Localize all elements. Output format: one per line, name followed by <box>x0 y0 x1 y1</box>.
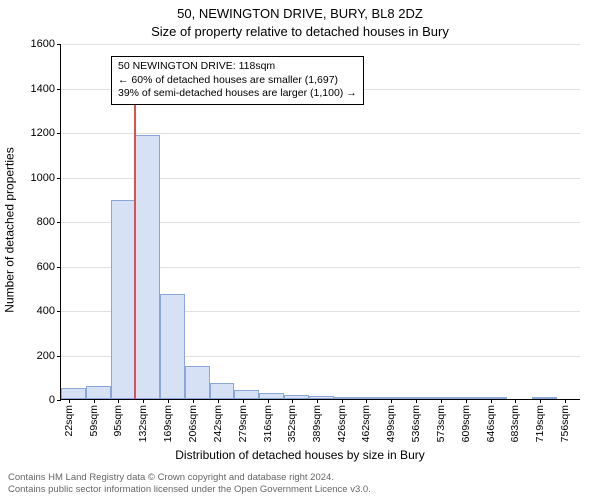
xtick-label: 59sqm <box>88 399 100 437</box>
annotation-line2: ← 60% of detached houses are smaller (1,… <box>118 74 357 88</box>
xtick-label: 169sqm <box>162 399 174 442</box>
histogram-bar <box>160 294 185 399</box>
xtick-label: 536sqm <box>410 399 422 442</box>
page-title-line2: Size of property relative to detached ho… <box>0 24 600 39</box>
xtick-label: 683sqm <box>509 399 521 442</box>
xtick-label: 499sqm <box>385 399 397 442</box>
footer-line1: Contains HM Land Registry data © Crown c… <box>8 472 592 484</box>
plot-area: 0200400600800100012001400160022sqm59sqm9… <box>60 44 580 400</box>
ytick-label: 400 <box>37 305 61 317</box>
ytick-label: 200 <box>37 350 61 362</box>
ytick-label: 600 <box>37 261 61 273</box>
histogram-bar <box>185 366 210 399</box>
xtick-label: 389sqm <box>311 399 323 442</box>
xtick-label: 95sqm <box>112 399 124 437</box>
property-size-marker <box>134 88 136 400</box>
xtick-label: 352sqm <box>286 399 298 442</box>
histogram-bar <box>210 383 235 399</box>
page-title-line1: 50, NEWINGTON DRIVE, BURY, BL8 2DZ <box>0 6 600 21</box>
histogram-bar <box>135 135 160 399</box>
xtick-label: 719sqm <box>534 399 546 442</box>
gridline <box>61 44 580 45</box>
xtick-label: 22sqm <box>63 399 75 437</box>
ytick-label: 1600 <box>31 38 61 50</box>
ytick-label: 1200 <box>31 127 61 139</box>
xtick-label: 609sqm <box>460 399 472 442</box>
histogram-bar <box>61 388 86 399</box>
chart-container: 50, NEWINGTON DRIVE, BURY, BL8 2DZ Size … <box>0 0 600 500</box>
xtick-label: 426sqm <box>336 399 348 442</box>
xtick-label: 646sqm <box>485 399 497 442</box>
xtick-label: 756sqm <box>559 399 571 442</box>
xtick-label: 132sqm <box>137 399 149 442</box>
xtick-label: 462sqm <box>360 399 372 442</box>
annotation-line1: 50 NEWINGTON DRIVE: 118sqm <box>118 60 357 74</box>
histogram-bar <box>234 390 259 399</box>
x-axis-label: Distribution of detached houses by size … <box>0 448 600 462</box>
gridline <box>61 133 580 134</box>
annotation-box: 50 NEWINGTON DRIVE: 118sqm ← 60% of deta… <box>111 56 364 105</box>
ytick-label: 1000 <box>31 172 61 184</box>
footer-attribution: Contains HM Land Registry data © Crown c… <box>8 472 592 496</box>
xtick-label: 573sqm <box>435 399 447 442</box>
annotation-line3: 39% of semi-detached houses are larger (… <box>118 87 357 101</box>
xtick-label: 206sqm <box>187 399 199 442</box>
histogram-bar <box>111 200 136 399</box>
ytick-label: 0 <box>49 394 61 406</box>
histogram-bar <box>86 386 111 399</box>
footer-line2: Contains public sector information licen… <box>8 484 592 496</box>
xtick-label: 242sqm <box>212 399 224 442</box>
xtick-label: 279sqm <box>237 399 249 442</box>
ytick-label: 800 <box>37 216 61 228</box>
y-axis-label: Number of detached properties <box>2 50 18 410</box>
xtick-label: 316sqm <box>262 399 274 442</box>
ytick-label: 1400 <box>31 83 61 95</box>
